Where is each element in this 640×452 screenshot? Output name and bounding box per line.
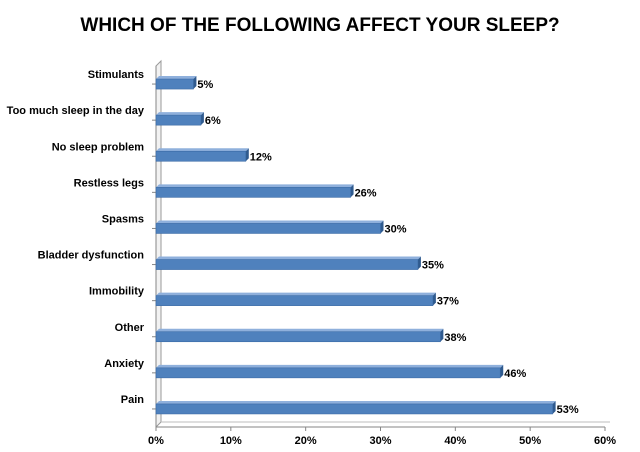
- category-label: Stimulants: [88, 69, 144, 81]
- category-label: Restless legs: [74, 177, 144, 189]
- bar: [155, 150, 247, 162]
- x-tick-label: 30%: [369, 435, 391, 447]
- bar-top-face: [156, 184, 354, 188]
- data-label: 5%: [197, 79, 213, 91]
- category-label: Anxiety: [104, 358, 145, 370]
- bar-top-face: [156, 292, 436, 296]
- category-label: No sleep problem: [52, 141, 145, 153]
- bar-side-face: [417, 256, 421, 270]
- category-label: Immobility: [89, 286, 145, 298]
- bar-top-face: [156, 328, 444, 332]
- category-label: Bladder dysfunction: [38, 250, 145, 262]
- data-label: 26%: [355, 187, 377, 199]
- bar-side-face: [350, 184, 354, 198]
- bar-side-face: [432, 292, 436, 306]
- bar: [155, 331, 441, 343]
- chart-title: WHICH OF THE FOLLOWING AFFECT YOUR SLEEP…: [80, 15, 559, 36]
- data-label: 30%: [385, 223, 407, 235]
- bar-top-face: [156, 400, 556, 404]
- x-tick-label: 40%: [444, 435, 466, 447]
- bar: [155, 403, 553, 415]
- bar-side-face: [193, 76, 197, 90]
- bar-side-face: [500, 364, 504, 378]
- data-label: 35%: [422, 260, 444, 272]
- x-tick-label: 20%: [295, 435, 317, 447]
- x-tick-label: 50%: [519, 435, 541, 447]
- bar-top-face: [156, 220, 384, 224]
- x-tick-label: 0%: [148, 435, 164, 447]
- bar: [155, 223, 381, 234]
- x-tick-label: 60%: [594, 435, 616, 447]
- category-label: Too much sleep in the day: [7, 105, 145, 117]
- bar-side-face: [380, 220, 384, 234]
- bar-side-face: [552, 400, 556, 414]
- bar-top-face: [156, 256, 421, 260]
- bar: [155, 367, 501, 379]
- bar: [155, 114, 202, 126]
- x-tick-label: 10%: [220, 435, 242, 447]
- bar-side-face: [245, 148, 249, 162]
- data-label: 46%: [504, 368, 526, 380]
- bar-side-face: [440, 328, 444, 342]
- category-label: Spasms: [102, 213, 144, 225]
- data-label: 38%: [444, 332, 466, 344]
- bar: [155, 187, 351, 198]
- bar: [155, 295, 434, 306]
- category-label: Pain: [121, 394, 145, 406]
- bar-top-face: [156, 148, 249, 152]
- bar-top-face: [156, 364, 504, 368]
- bar-top-face: [156, 112, 204, 116]
- data-label: 6%: [205, 115, 221, 127]
- bar: [155, 259, 419, 270]
- category-label: Other: [115, 322, 145, 334]
- plot-area: 0% 10% 20% 30% 40% 50% 60% Stimulants 5% Too much…: [7, 59, 616, 447]
- bar-top-face: [156, 76, 197, 80]
- data-label: 53%: [557, 404, 579, 416]
- data-label: 12%: [250, 151, 272, 163]
- data-label: 37%: [437, 296, 459, 308]
- bar-side-face: [200, 112, 204, 126]
- bar: [155, 78, 194, 90]
